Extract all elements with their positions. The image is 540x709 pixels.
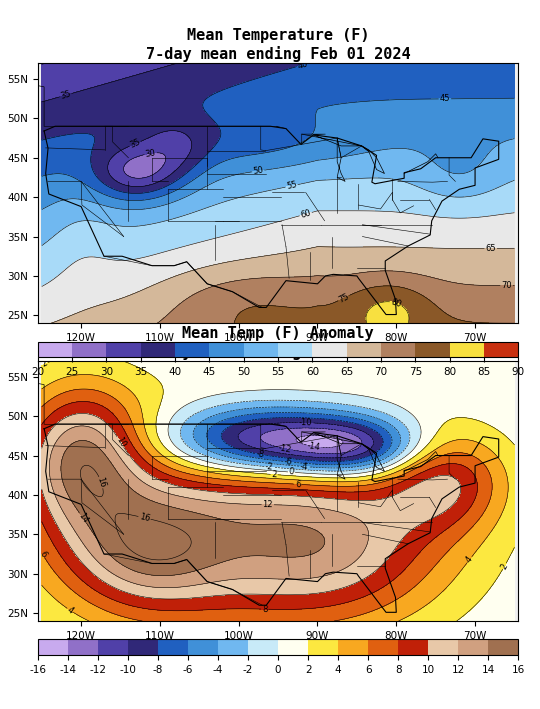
Text: 50: 50 xyxy=(253,166,264,177)
Text: -10: -10 xyxy=(299,418,313,428)
Text: 30: 30 xyxy=(145,148,157,159)
Text: 4: 4 xyxy=(464,554,475,564)
Text: 35: 35 xyxy=(59,89,72,101)
Text: 70: 70 xyxy=(501,281,512,290)
Text: 12: 12 xyxy=(262,500,273,509)
Text: 35: 35 xyxy=(129,138,141,150)
Text: 2: 2 xyxy=(40,359,49,369)
Text: 8: 8 xyxy=(262,605,267,614)
Text: 4: 4 xyxy=(65,605,75,615)
Text: -8: -8 xyxy=(255,450,265,459)
Text: 55: 55 xyxy=(286,180,298,191)
Text: 0: 0 xyxy=(288,467,294,477)
Text: -4: -4 xyxy=(300,462,309,471)
Text: 45: 45 xyxy=(440,94,450,104)
Text: 6: 6 xyxy=(37,549,48,559)
Title: Mean Temp (F) Anomaly
7-day mean ending Feb 01 2024: Mean Temp (F) Anomaly 7-day mean ending … xyxy=(146,326,410,359)
Text: -6: -6 xyxy=(284,457,293,467)
Text: 65: 65 xyxy=(485,244,496,253)
Text: 10: 10 xyxy=(114,435,127,449)
Text: 2: 2 xyxy=(271,470,277,479)
Text: 16: 16 xyxy=(96,476,107,489)
Text: 75: 75 xyxy=(337,291,350,305)
Text: -12: -12 xyxy=(278,443,293,454)
Text: -2: -2 xyxy=(265,462,274,471)
Text: 2: 2 xyxy=(500,562,510,571)
Text: 40: 40 xyxy=(296,59,309,71)
Text: 80: 80 xyxy=(389,297,402,309)
Text: 60: 60 xyxy=(299,208,312,220)
Title: Mean Temperature (F)
7-day mean ending Feb 01 2024: Mean Temperature (F) 7-day mean ending F… xyxy=(146,28,410,62)
Text: 14: 14 xyxy=(76,511,90,525)
Text: 6: 6 xyxy=(295,479,301,489)
Text: -14: -14 xyxy=(306,441,321,452)
Text: 16: 16 xyxy=(138,512,151,523)
